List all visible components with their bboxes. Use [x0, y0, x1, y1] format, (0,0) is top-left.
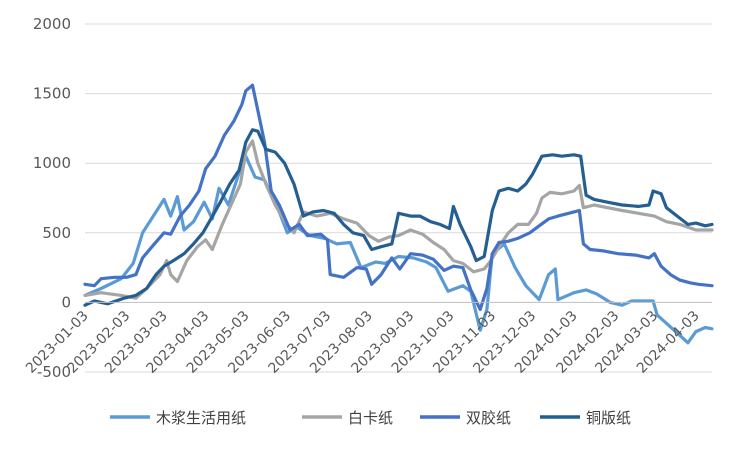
y-tick-label: -500: [37, 363, 71, 381]
legend-label: 双胶纸: [466, 409, 511, 427]
legend-label: 铜版纸: [586, 409, 631, 427]
legend: 木浆生活用纸 白卡纸 双胶纸 铜版纸: [110, 409, 631, 427]
series-line-2: [83, 83, 714, 311]
y-tick-label: 1500: [33, 85, 71, 103]
y-tick-label: 2000: [33, 15, 71, 33]
legend-label: 木浆生活用纸: [156, 409, 246, 427]
y-tick-label: 1000: [33, 154, 71, 172]
y-axis-ticks: -500 0 500 1000 1500 2000: [33, 15, 71, 381]
y-tick-label: 0: [61, 293, 71, 311]
series-line-3: [83, 128, 714, 307]
y-tick-label: 500: [42, 224, 71, 242]
series-line-0: [83, 154, 714, 345]
series-lines: [83, 83, 714, 345]
legend-label: 白卡纸: [348, 409, 393, 427]
x-axis-ticks: 2023-01-032023-02-032023-03-032023-04-03…: [23, 308, 703, 377]
series-line-1: [83, 139, 714, 300]
gridlines: [85, 23, 712, 373]
